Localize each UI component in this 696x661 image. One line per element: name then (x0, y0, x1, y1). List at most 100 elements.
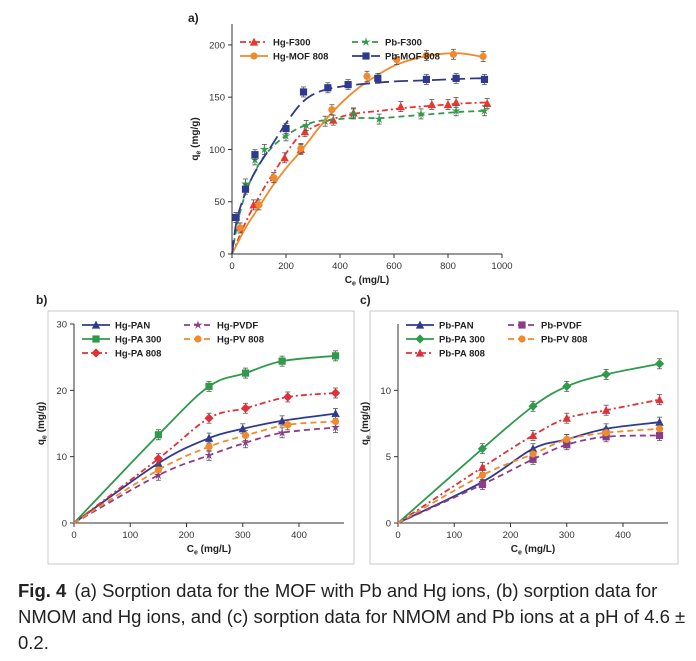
data-point (562, 381, 572, 391)
data-point (363, 72, 371, 80)
data-point (331, 352, 340, 360)
data-point (277, 428, 287, 437)
series-line (231, 52, 484, 255)
data-point (479, 52, 487, 61)
x-tick-label: 200 (278, 261, 294, 272)
data-point (283, 392, 293, 402)
data-point (427, 100, 436, 109)
data-point (452, 74, 460, 82)
data-point (528, 444, 538, 453)
data-point (270, 174, 278, 182)
series-hg-pv-808 (73, 416, 340, 524)
data-point (348, 109, 359, 118)
data-point (249, 200, 258, 209)
x-tick-label: 400 (332, 261, 348, 272)
data-point (154, 466, 162, 474)
data-point (299, 88, 308, 96)
data-point (241, 437, 251, 447)
panel-label: c) (360, 293, 371, 307)
data-point (422, 51, 430, 59)
data-point (654, 359, 665, 369)
data-point (601, 405, 611, 414)
data-point (301, 120, 311, 130)
data-point (393, 55, 401, 64)
data-point (241, 185, 250, 193)
series-hg-pan (73, 408, 340, 524)
data-point (602, 429, 610, 437)
data-point (478, 480, 486, 489)
data-point (278, 357, 286, 365)
legend-label: Hg-MOF 808 (273, 52, 328, 63)
data-point (562, 413, 571, 422)
panel-frame (47, 310, 355, 565)
legend-marker (361, 37, 371, 46)
legend-label: Hg-PV 808 (217, 335, 264, 346)
data-point (324, 84, 332, 92)
data-point (655, 425, 664, 433)
legend-marker (91, 348, 101, 358)
data-point (236, 224, 244, 232)
data-point (204, 450, 214, 460)
x-axis-label: Ce (mg/L) (345, 275, 389, 288)
y-tick-label: 0 (62, 519, 67, 530)
data-point (284, 421, 292, 429)
chart-panel-3: c) 0 100 200 300 400 0 5 10 Ce (mg/L) qe (mg/g) Pb-… (360, 293, 679, 565)
y-tick-label: 5 (386, 452, 391, 463)
data-point (204, 413, 214, 423)
data-point (331, 417, 340, 426)
series-pb-mof-808 (231, 72, 489, 255)
x-tick-label: 800 (440, 261, 456, 272)
series-line (73, 392, 336, 524)
series-hg-pa-808 (73, 387, 341, 524)
data-point (422, 75, 430, 84)
x-tick-label: 100 (446, 530, 462, 541)
data-point (482, 99, 492, 108)
y-axis-label: qe (mg/g) (360, 402, 373, 445)
legend-label: Pb-F300 (385, 38, 422, 49)
data-point (251, 151, 259, 159)
data-point (241, 431, 250, 440)
series-line (397, 362, 660, 524)
data-point (330, 388, 341, 398)
legend-marker (415, 320, 425, 329)
data-point (563, 435, 571, 444)
legend-label: Pb-PAN (439, 321, 474, 332)
data-point (240, 403, 251, 413)
legend-label: Pb-PA 808 (439, 349, 485, 360)
legend-marker (92, 335, 100, 343)
data-point (344, 81, 352, 89)
data-point (655, 431, 664, 440)
data-point (396, 102, 405, 111)
panel-frame (369, 310, 679, 565)
series-line (397, 421, 660, 524)
legend-label: Hg-PA 300 (115, 335, 161, 346)
data-point (232, 213, 240, 222)
legend-label: Hg-F300 (273, 38, 310, 49)
data-point (277, 416, 287, 425)
series-line (231, 77, 489, 255)
data-point (281, 131, 291, 140)
legend-marker (194, 335, 202, 343)
y-axis-label: qe (mg/g) (36, 402, 49, 445)
caption-text: (a) Sorption data for the MOF with Pb an… (18, 580, 686, 653)
x-tick-label: 600 (386, 261, 402, 272)
chart-panel-2: b) 0 100 200 300 400 0 10 20 30 Ce (mg/L) qe (mg/g)… (36, 293, 355, 565)
data-point (479, 106, 489, 115)
legend-marker (415, 348, 425, 357)
data-point (297, 144, 305, 153)
series-line (73, 412, 336, 524)
data-point (280, 153, 289, 162)
legend-marker (193, 320, 203, 329)
data-point (154, 431, 162, 439)
y-tick-label: 100 (209, 145, 225, 156)
x-tick-label: 200 (179, 530, 195, 541)
data-point (451, 106, 461, 115)
legend-label: Hg-PVDF (217, 321, 258, 332)
data-point (449, 50, 457, 58)
x-tick-label: 1000 (491, 261, 512, 272)
data-point (205, 382, 213, 390)
data-point (529, 450, 537, 458)
legend-label: Pb-PVDF (541, 321, 582, 332)
data-point (443, 100, 453, 109)
